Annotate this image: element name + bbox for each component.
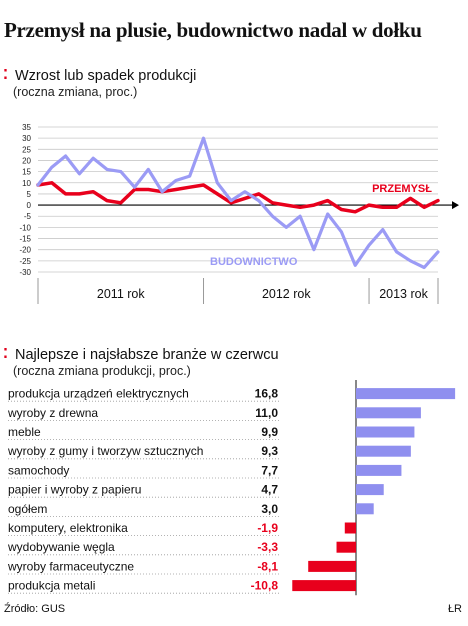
line-chart: 35 30 25 20 15 10 5 0 -5 -10 -15 -20 -25 -30 2011 rok 2… [19, 123, 459, 304]
y-tick-label: -30 [19, 268, 31, 277]
source-note: Źródło: GUS [4, 603, 66, 615]
value-label: 3,0 [261, 502, 278, 516]
bar-chart-subheading: (roczna zmiana produkcji, proc.) [13, 364, 191, 378]
category-label: wyroby farmaceutyczne [7, 559, 134, 573]
period-label: 2012 rok [262, 287, 311, 301]
series-label-construction: BUDOWNICTWO [210, 256, 298, 268]
bar-chart-heading: ⁚ Najlepsze i najsłabsze branże w czerwcu [3, 346, 279, 363]
category-label: wydobywanie węgla [7, 540, 115, 554]
section-marker-icon: ⁚ [3, 346, 8, 361]
value-label: 11,0 [255, 406, 278, 420]
bar [344, 522, 356, 534]
bar [356, 407, 421, 419]
y-tick-label: -10 [19, 223, 31, 232]
category-label: ogółem [8, 502, 47, 516]
author-initials: ŁR [447, 603, 462, 615]
value-label: -8,1 [257, 559, 278, 573]
category-label: samochody [8, 463, 69, 477]
line-chart-subheading: (roczna zmiana, proc.) [13, 85, 138, 99]
y-tick-label: -15 [19, 235, 31, 244]
value-label: 9,9 [261, 425, 278, 439]
period-label: 2011 rok [97, 287, 145, 301]
period-label: 2013 rok [379, 287, 428, 301]
bar [356, 388, 456, 400]
bar [356, 445, 411, 457]
y-tick-label: 15 [22, 168, 31, 177]
value-label: 7,7 [261, 463, 278, 477]
bar [356, 464, 402, 476]
axis-arrow-icon [452, 201, 459, 210]
bar [292, 580, 356, 592]
y-tick-label: 35 [22, 123, 31, 132]
bar [356, 484, 384, 496]
value-label: -3,3 [257, 540, 278, 554]
value-label: 16,8 [255, 387, 279, 401]
y-tick-label: 30 [22, 134, 31, 143]
y-tick-label: 10 [22, 179, 31, 188]
category-label: papier i wyroby z papieru [8, 483, 141, 497]
category-label: produkcja metali [8, 579, 95, 593]
line-chart-heading: ⁚ Wzrost lub spadek produkcji [3, 67, 197, 84]
y-tick-label: 0 [27, 201, 32, 210]
bar-chart: produkcja urządzeń elektrycznych 16,8 wyro… [7, 380, 456, 596]
category-label: wyroby z gumy i tworzyw sztucznych [7, 444, 203, 458]
value-label: 4,7 [261, 483, 278, 497]
value-label: -1,9 [257, 521, 278, 535]
value-label: 9,3 [261, 444, 278, 458]
y-tick-label: 20 [22, 156, 31, 165]
bar [308, 560, 356, 572]
page-title: Przemysł na plusie, budownictwo nadal w … [4, 18, 422, 42]
bar [356, 503, 374, 515]
bar [356, 426, 415, 438]
category-label: wyroby z drewna [7, 406, 98, 420]
value-label: -10,8 [251, 579, 279, 593]
category-label: meble [8, 425, 41, 439]
section-marker-icon: ⁚ [3, 67, 8, 82]
y-tick-label: -5 [24, 212, 32, 221]
category-label: komputery, elektronika [8, 521, 128, 535]
category-label: produkcja urządzeń elektrycznych [8, 387, 189, 401]
bar [336, 541, 356, 553]
y-tick-label: -20 [19, 246, 31, 255]
y-tick-label: -25 [19, 257, 31, 266]
y-tick-label: 5 [27, 190, 32, 199]
series-label-industry: PRZEMYSŁ [372, 183, 432, 195]
series-line-construction [36, 136, 440, 270]
series-line-industry [36, 181, 440, 214]
y-tick-label: 25 [22, 145, 31, 154]
